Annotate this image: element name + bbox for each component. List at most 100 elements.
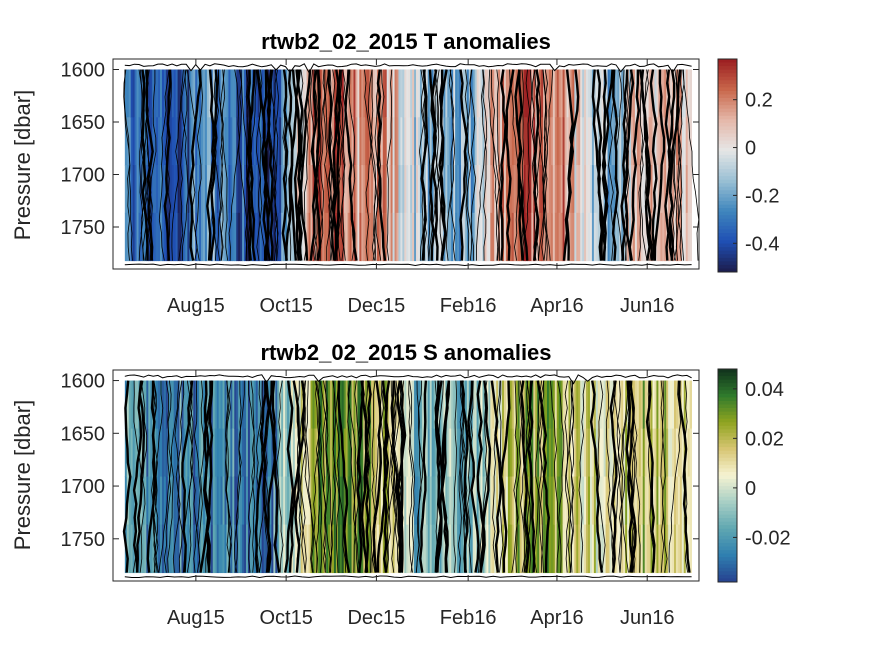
anomaly-cell <box>576 380 579 430</box>
anomaly-cell <box>206 117 210 166</box>
anomaly-cell <box>664 380 667 430</box>
anomaly-cell <box>257 117 261 166</box>
anomaly-cell <box>351 69 354 118</box>
anomaly-cell <box>230 212 233 262</box>
anomaly-cell <box>177 476 180 526</box>
anomaly-cell <box>591 524 595 574</box>
contour-line <box>434 380 441 573</box>
anomaly-cell <box>279 428 282 478</box>
anomaly-cell <box>177 117 180 166</box>
anomaly-cell <box>316 524 319 574</box>
anomaly-cell <box>689 212 692 262</box>
anomaly-cell <box>617 117 620 166</box>
colorbar-tick-label: -0.2 <box>745 185 779 207</box>
contour-line <box>220 69 229 261</box>
anomaly-cell <box>222 524 225 574</box>
anomaly-cell <box>267 165 270 214</box>
anomaly-cell <box>283 476 286 526</box>
anomaly-cell <box>513 117 517 166</box>
anomaly-cell <box>582 524 585 574</box>
y-tick-label: 1650 <box>61 423 106 445</box>
contour-line <box>467 380 474 573</box>
anomaly-cell <box>294 524 298 574</box>
colorbar-segment <box>718 475 737 480</box>
contour-line <box>177 380 185 573</box>
anomaly-cell <box>558 524 562 574</box>
anomaly-cell <box>466 212 470 262</box>
anomaly-cell <box>517 380 521 430</box>
anomaly-cell <box>386 476 390 526</box>
anomaly-cell <box>285 428 288 478</box>
anomaly-cell <box>146 476 149 526</box>
anomaly-cell <box>187 524 190 574</box>
x-tick-label: Oct15 <box>259 607 312 629</box>
anomaly-cell <box>201 380 204 430</box>
anomaly-cell <box>326 165 329 214</box>
anomaly-cell <box>181 524 184 574</box>
anomaly-cell <box>160 524 163 574</box>
contour-line <box>542 69 551 261</box>
anomaly-cell <box>509 380 513 430</box>
anomaly-cell <box>144 380 147 430</box>
contour-line <box>627 380 635 573</box>
pressure-trace-bottom <box>124 263 692 267</box>
anomaly-cell <box>218 476 221 526</box>
anomaly-cell <box>199 380 202 430</box>
contour-line <box>356 380 365 573</box>
anomaly-cell <box>355 117 358 166</box>
anomaly-cell <box>605 380 608 430</box>
contour-line <box>228 69 243 261</box>
anomaly-cell <box>236 428 239 478</box>
anomaly-cell <box>683 380 687 430</box>
anomaly-cell <box>332 476 335 526</box>
anomaly-cell <box>201 212 204 262</box>
anomaly-cell <box>480 165 483 214</box>
anomaly-cell <box>292 380 296 430</box>
anomaly-cell <box>648 428 651 478</box>
anomaly-cell <box>621 428 624 478</box>
anomaly-cell <box>343 476 347 526</box>
anomaly-cell <box>427 476 431 526</box>
anomaly-cell <box>187 212 190 262</box>
anomaly-cell <box>650 165 653 214</box>
anomaly-cell <box>599 428 603 478</box>
anomaly-cell <box>341 212 345 262</box>
anomaly-cell <box>556 69 560 118</box>
anomaly-cell <box>367 476 370 526</box>
contour-line <box>533 69 541 261</box>
anomaly-cell <box>601 69 605 118</box>
contour-line <box>392 380 401 573</box>
colorbar-segment <box>718 62 737 67</box>
contour-line <box>315 380 323 573</box>
anomaly-cell <box>451 69 454 118</box>
contour-line <box>420 69 429 261</box>
anomaly-cell <box>240 212 243 262</box>
y-tick-label: 1600 <box>61 60 106 82</box>
anomaly-cell <box>238 212 241 262</box>
anomaly-cell <box>355 69 358 118</box>
anomaly-cell <box>320 69 323 118</box>
contour-line <box>147 69 157 261</box>
anomaly-cell <box>314 476 317 526</box>
contour-line <box>609 380 618 573</box>
anomaly-cell <box>195 380 198 430</box>
anomaly-cell <box>511 428 515 478</box>
anomaly-cell <box>560 428 564 478</box>
anomaly-cell <box>642 524 646 574</box>
anomaly-cell <box>568 117 571 166</box>
contour-line <box>218 69 224 261</box>
x-tick-label: Jun16 <box>620 295 675 317</box>
anomaly-cell <box>138 524 141 574</box>
anomaly-cell <box>474 428 478 478</box>
contour-line <box>371 380 383 573</box>
anomaly-cell <box>173 165 177 214</box>
contour-line <box>270 69 278 261</box>
colorbar-segment <box>718 369 737 373</box>
panel-s-colorbar: 0.040.020-0.02 <box>717 368 791 583</box>
anomaly-cell <box>601 524 605 574</box>
anomaly-cell <box>351 380 354 430</box>
anomaly-cell <box>193 428 196 478</box>
anomaly-cell <box>195 117 198 166</box>
anomaly-cell <box>169 428 173 478</box>
anomaly-cell <box>242 212 245 262</box>
